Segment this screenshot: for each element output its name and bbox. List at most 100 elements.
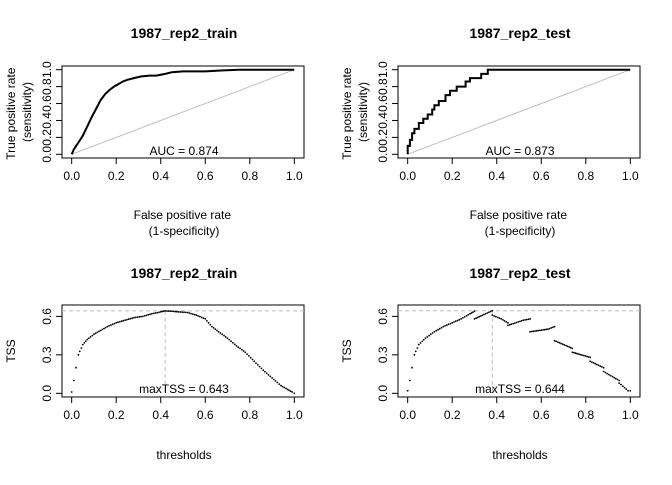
- tss-point: [527, 318, 530, 321]
- tss-point: [230, 340, 233, 343]
- tss-point: [475, 317, 477, 320]
- tss-point: [500, 318, 503, 320]
- tss-point: [281, 385, 284, 388]
- tss-point: [494, 315, 497, 318]
- tss-point: [221, 333, 224, 336]
- x-axis-label: thresholds: [156, 448, 211, 462]
- tss-point: [437, 328, 439, 331]
- y-tick-label: 0.0: [376, 385, 390, 402]
- max-tss-annotation: maxTSS = 0.644: [475, 382, 565, 396]
- tss-point: [209, 323, 212, 326]
- tss-point: [553, 339, 556, 342]
- tss-point: [589, 360, 592, 363]
- tss-point: [262, 369, 265, 372]
- x-tick-label: 0.8: [241, 169, 258, 183]
- tss-point: [508, 323, 511, 326]
- tss-point: [77, 353, 80, 356]
- y-tick-label: 0.2: [40, 129, 54, 146]
- y-tick-label: 0.6: [40, 95, 54, 112]
- tss-point: [217, 330, 220, 333]
- tss-point: [255, 362, 257, 364]
- tss-point: [529, 330, 531, 333]
- tss-point: [204, 318, 207, 320]
- tss-point: [557, 341, 559, 343]
- tss-point: [219, 332, 222, 334]
- tss-point: [244, 351, 247, 354]
- tss-point: [625, 388, 628, 391]
- tss-point: [271, 377, 273, 379]
- tss-point: [573, 351, 575, 354]
- x-tick-label: 0.4: [152, 169, 169, 183]
- tss-point: [543, 328, 546, 331]
- y-tick-label: 0.4: [376, 112, 390, 129]
- tss-point: [555, 340, 558, 343]
- y-tick-label: 0.6: [376, 308, 390, 325]
- y-tick-label: 1.0: [376, 61, 390, 78]
- x-tick-label: 1.0: [286, 408, 303, 422]
- tss-point: [623, 386, 626, 389]
- y-axis-label-line: (sensitivity): [20, 82, 34, 142]
- tss-point: [171, 310, 173, 313]
- x-axis: 0.0 0.2 0.4 0.6 0.8 1.0: [399, 397, 639, 422]
- tss-point: [169, 310, 172, 312]
- tss-point: [242, 350, 245, 352]
- x-axis: 0.0 0.2 0.4 0.6 0.8 1.0: [399, 158, 639, 183]
- x-tick-label: 0.2: [108, 408, 125, 422]
- y-axis-label-line: True positive rate: [4, 67, 18, 160]
- tss-point: [548, 327, 551, 330]
- chart-title: 1987_rep2_train: [131, 25, 238, 41]
- tss-point: [167, 310, 170, 312]
- tss-point: [606, 372, 609, 375]
- tss-point: [601, 366, 603, 368]
- tss-point: [413, 353, 416, 356]
- y-axis: 0.00.20.40.60.81.0: [40, 61, 62, 163]
- plot-frame: [397, 304, 641, 398]
- tss-point: [228, 338, 231, 341]
- y-tick-label: 0.6: [376, 95, 390, 112]
- tss-point: [164, 310, 167, 312]
- tss-point: [158, 311, 160, 314]
- tss-point: [267, 374, 270, 376]
- tss-point: [532, 330, 535, 333]
- tss-point: [181, 311, 184, 313]
- tss-point: [614, 377, 617, 380]
- tss-point: [517, 321, 520, 323]
- x-axis-label-line: False positive rate: [134, 208, 232, 222]
- tss-point: [216, 329, 218, 332]
- roc-curve: [406, 68, 631, 155]
- x-tick-label: 1.0: [622, 169, 639, 183]
- tss-point: [440, 326, 443, 329]
- tss-point: [479, 315, 482, 317]
- y-tick-label: 0.0: [40, 146, 54, 163]
- tss-point: [566, 345, 569, 348]
- tss-point: [147, 313, 150, 316]
- tss-point: [627, 389, 629, 392]
- tss-point: [411, 366, 413, 369]
- tss-point: [449, 322, 452, 325]
- tss-point: [493, 315, 495, 317]
- tss-point: [424, 337, 427, 340]
- tss-point: [611, 375, 614, 378]
- tss-point: [104, 326, 107, 329]
- y-tick-label: 0.6: [40, 308, 54, 325]
- tss-point: [195, 314, 198, 316]
- tss-point: [571, 351, 574, 354]
- tss-point: [460, 318, 462, 320]
- tss-point: [561, 343, 564, 346]
- x-axis-label: False positive rate (1-specificity): [134, 208, 235, 238]
- tss-point: [124, 319, 126, 322]
- tss-point: [199, 315, 201, 318]
- tss-point: [150, 312, 153, 315]
- tss-point: [582, 354, 585, 357]
- tss-point: [94, 332, 97, 335]
- x-tick-label: 0.8: [577, 408, 594, 422]
- tss-point: [524, 319, 526, 321]
- tss-point: [505, 320, 508, 323]
- tss-point: [154, 312, 157, 314]
- tss-point: [75, 366, 77, 369]
- y-axis-label: True positive rate (sensitivity): [340, 64, 370, 160]
- tss-point: [232, 341, 234, 344]
- x-tick-label: 0.4: [488, 169, 505, 183]
- tss-point: [586, 355, 588, 358]
